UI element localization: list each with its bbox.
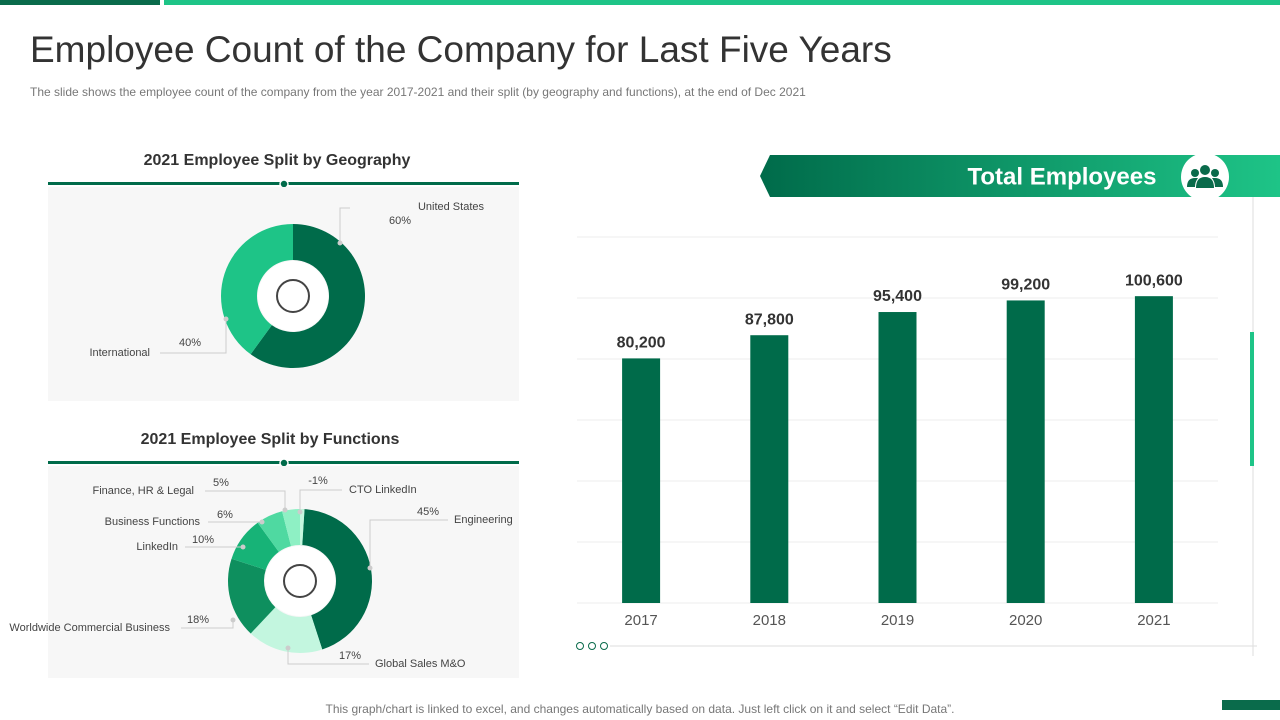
leader-dot <box>282 507 288 513</box>
x-tick-label: 2017 <box>624 612 657 629</box>
slice-value-label: 5% <box>213 477 229 489</box>
leader-dot <box>285 645 291 651</box>
donut-slice <box>220 224 293 355</box>
bar-value-label: 99,200 <box>1001 277 1050 294</box>
leader-line <box>299 489 342 512</box>
panel-title: 2021 Employee Split by Functions <box>141 431 400 448</box>
slice-label: Finance, HR & Legal <box>93 485 195 497</box>
slice-value-label: 10% <box>192 534 214 546</box>
slide-subtitle: The slide shows the employee count of th… <box>30 85 806 99</box>
leader-dot <box>259 519 265 525</box>
bar <box>622 358 661 603</box>
frame-accent <box>1250 332 1254 466</box>
bar <box>878 312 917 603</box>
top-bar-light <box>164 0 1280 5</box>
slice-label: International <box>89 347 150 359</box>
donut-center <box>258 261 328 331</box>
slice-label: Worldwide Commercial Business <box>9 622 170 634</box>
panel-title: 2021 Employee Split by Geography <box>144 152 411 169</box>
donut-slice <box>300 509 372 650</box>
rule-dot <box>279 458 289 468</box>
corner-bar <box>1222 700 1280 710</box>
donut-slice <box>250 224 365 368</box>
leader-dot <box>230 617 236 623</box>
bar-value-label: 80,200 <box>617 335 666 352</box>
leader-dot <box>297 509 303 515</box>
leader-dot <box>337 240 343 246</box>
donut-slice <box>231 522 279 570</box>
center-icon <box>283 564 317 598</box>
slice-value-label: 40% <box>179 337 201 349</box>
x-tick-label: 2018 <box>753 612 786 629</box>
donut-slice <box>250 607 323 653</box>
slice-value-label: 18% <box>187 614 209 626</box>
donut-slice <box>257 511 292 552</box>
center-icon <box>276 279 310 313</box>
slice-value-label: 45% <box>417 506 439 518</box>
leader-line <box>369 519 448 568</box>
rule-dot <box>279 179 289 189</box>
slice-value-label: 17% <box>339 650 361 662</box>
footer-note: This graph/chart is linked to excel, and… <box>326 702 955 716</box>
top-bar-dark <box>0 0 160 5</box>
banner <box>760 155 1280 197</box>
bar <box>1134 296 1173 603</box>
leader-dot <box>240 544 246 550</box>
donut-slice <box>300 509 305 546</box>
leader-line <box>287 648 369 665</box>
leader-line <box>160 319 227 354</box>
slice-label: United States <box>418 201 485 213</box>
bar-value-label: 87,800 <box>745 311 794 328</box>
slice-label: Global Sales M&O <box>375 658 466 670</box>
slide-title: Employee Count of the Company for Last F… <box>30 29 892 70</box>
slice-label: CTO LinkedIn <box>349 484 417 496</box>
leader-line <box>205 490 286 510</box>
x-tick-label: 2020 <box>1009 612 1042 629</box>
donut-slice <box>228 558 276 634</box>
slice-label: LinkedIn <box>136 541 178 553</box>
slice-value-label: 6% <box>217 509 233 521</box>
x-tick-label: 2019 <box>881 612 914 629</box>
leader-dot <box>367 565 373 571</box>
bar-value-label: 100,600 <box>1125 272 1183 289</box>
bar-chart-title: Total Employees <box>968 163 1157 190</box>
slice-value-label: 60% <box>389 215 411 227</box>
leader-line <box>339 207 350 243</box>
slice-value-label: -1% <box>308 475 328 487</box>
bar-value-label: 95,400 <box>873 288 922 305</box>
slice-label: Engineering <box>454 514 513 526</box>
x-tick-label: 2021 <box>1137 612 1170 629</box>
donut-slice <box>282 509 305 547</box>
leader-dot <box>223 316 229 322</box>
slice-label: Business Functions <box>105 516 201 528</box>
bar <box>1006 300 1045 603</box>
leader-line <box>181 620 234 629</box>
dots-decoration <box>576 642 608 650</box>
people-icon <box>1187 165 1223 188</box>
bar <box>750 335 789 603</box>
donut-center <box>265 546 335 616</box>
